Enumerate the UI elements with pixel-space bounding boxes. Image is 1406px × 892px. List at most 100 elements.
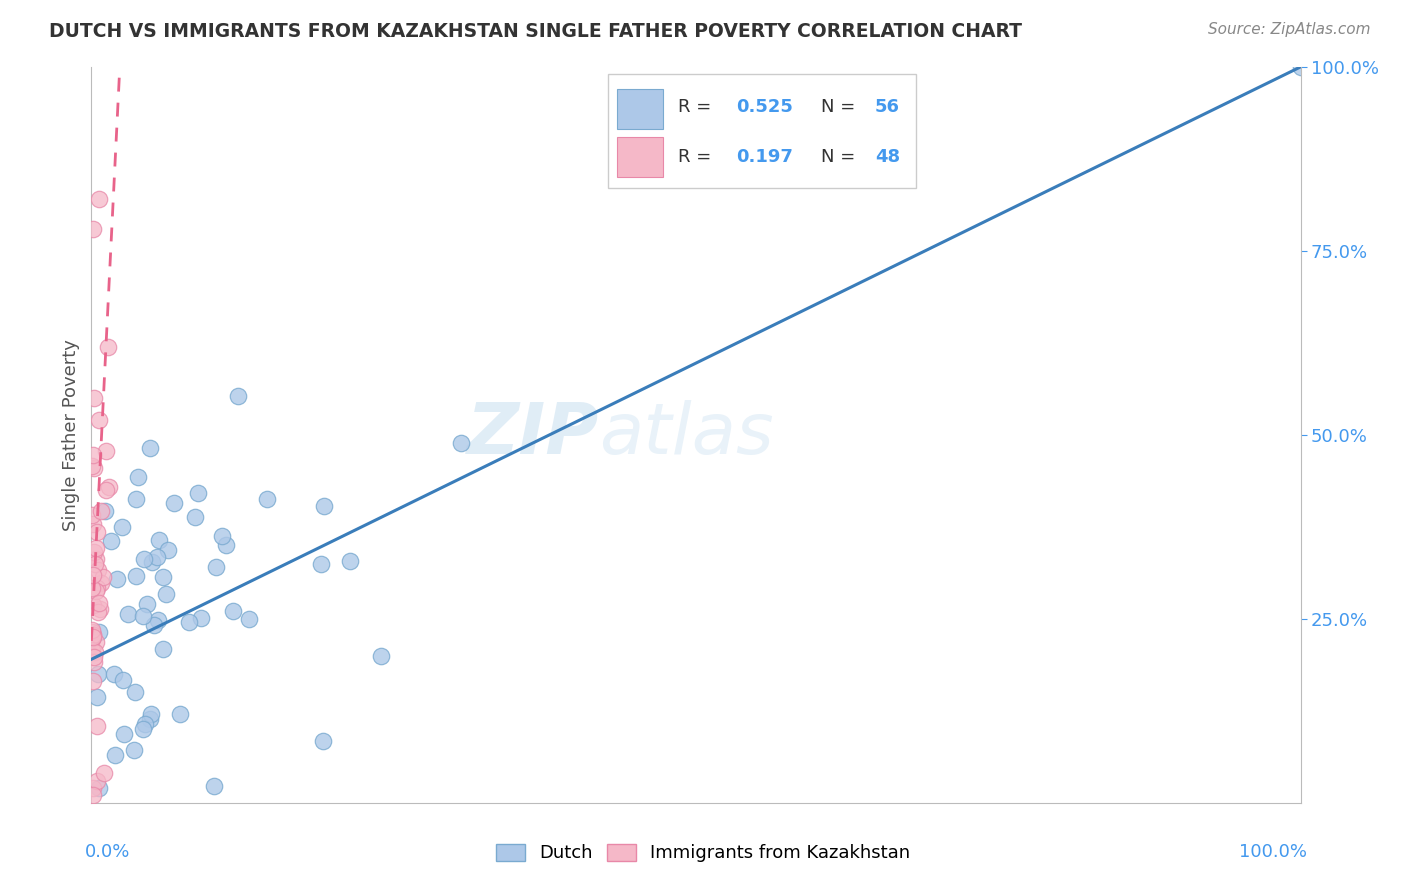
Text: 0.197: 0.197 bbox=[735, 148, 793, 167]
Point bbox=[82, 628, 104, 642]
Point bbox=[112, 726, 135, 740]
Point bbox=[86, 719, 108, 733]
Y-axis label: Single Father Poverty: Single Father Poverty bbox=[62, 339, 80, 531]
FancyBboxPatch shape bbox=[607, 74, 917, 188]
Point bbox=[82, 516, 104, 531]
Point bbox=[87, 624, 110, 639]
Point bbox=[450, 435, 472, 450]
Point bbox=[312, 500, 335, 514]
Point bbox=[86, 563, 108, 577]
Point bbox=[97, 480, 120, 494]
Text: N =: N = bbox=[821, 148, 860, 167]
Point bbox=[187, 486, 209, 500]
Text: Source: ZipAtlas.com: Source: ZipAtlas.com bbox=[1208, 22, 1371, 37]
Point bbox=[103, 667, 125, 681]
Point bbox=[90, 503, 112, 517]
Point bbox=[157, 542, 180, 557]
Text: 0.0%: 0.0% bbox=[86, 843, 131, 862]
Point bbox=[162, 496, 184, 510]
Point bbox=[177, 615, 200, 630]
FancyBboxPatch shape bbox=[617, 89, 664, 129]
Text: N =: N = bbox=[821, 98, 860, 116]
Point bbox=[148, 533, 170, 547]
Point bbox=[82, 631, 104, 645]
Point bbox=[127, 470, 149, 484]
Point bbox=[93, 570, 115, 584]
Point bbox=[80, 582, 103, 596]
Point bbox=[339, 554, 361, 568]
Point bbox=[80, 643, 103, 657]
Point bbox=[309, 557, 332, 571]
Point bbox=[141, 555, 163, 569]
Point bbox=[83, 545, 105, 559]
Point bbox=[87, 193, 110, 207]
Point bbox=[87, 605, 110, 619]
Text: R =: R = bbox=[678, 148, 717, 167]
Point bbox=[105, 572, 128, 586]
Point bbox=[82, 222, 104, 236]
Point bbox=[124, 685, 146, 699]
Point bbox=[143, 617, 166, 632]
Point bbox=[94, 504, 117, 518]
Point bbox=[238, 612, 260, 626]
Point bbox=[100, 533, 122, 548]
Point bbox=[83, 460, 105, 475]
Point bbox=[83, 649, 105, 664]
Point bbox=[87, 413, 110, 427]
Text: 48: 48 bbox=[875, 148, 900, 167]
Point bbox=[86, 690, 108, 704]
Point bbox=[84, 541, 107, 555]
Point bbox=[214, 538, 236, 552]
Point bbox=[104, 747, 127, 762]
Text: ZIP: ZIP bbox=[467, 401, 599, 469]
Point bbox=[145, 549, 167, 564]
Text: R =: R = bbox=[678, 98, 717, 116]
FancyBboxPatch shape bbox=[617, 136, 664, 178]
Point bbox=[256, 492, 278, 507]
Point bbox=[155, 587, 177, 601]
Point bbox=[312, 733, 335, 747]
Point bbox=[87, 666, 110, 681]
Point bbox=[136, 597, 159, 611]
Text: 0.525: 0.525 bbox=[735, 98, 793, 116]
Point bbox=[86, 635, 108, 649]
Point bbox=[169, 706, 191, 721]
Point bbox=[138, 712, 160, 726]
Point bbox=[111, 520, 134, 534]
Point bbox=[152, 642, 174, 657]
Point bbox=[138, 441, 160, 455]
Point bbox=[83, 655, 105, 669]
Point bbox=[80, 624, 103, 639]
Legend: Dutch, Immigrants from Kazakhstan: Dutch, Immigrants from Kazakhstan bbox=[488, 837, 918, 870]
Point bbox=[82, 789, 104, 803]
Point bbox=[80, 459, 103, 474]
Point bbox=[82, 568, 104, 582]
Point bbox=[84, 552, 107, 566]
Point bbox=[94, 483, 117, 497]
Point bbox=[83, 391, 105, 405]
Point bbox=[83, 558, 105, 572]
Point bbox=[134, 552, 156, 566]
Point bbox=[80, 631, 103, 645]
Point bbox=[83, 645, 105, 659]
Point bbox=[80, 508, 103, 523]
Point bbox=[125, 492, 148, 507]
Point bbox=[82, 628, 104, 642]
Point bbox=[122, 743, 145, 757]
Point bbox=[97, 340, 120, 354]
Point bbox=[132, 722, 155, 736]
Point bbox=[134, 717, 156, 731]
Point bbox=[184, 510, 207, 524]
Point bbox=[211, 529, 233, 543]
Point bbox=[96, 443, 118, 458]
Point bbox=[226, 389, 249, 403]
Point bbox=[82, 448, 104, 462]
Text: DUTCH VS IMMIGRANTS FROM KAZAKHSTAN SINGLE FATHER POVERTY CORRELATION CHART: DUTCH VS IMMIGRANTS FROM KAZAKHSTAN SING… bbox=[49, 22, 1022, 41]
Point bbox=[139, 707, 162, 722]
Point bbox=[86, 581, 108, 595]
Point bbox=[202, 779, 225, 793]
Point bbox=[86, 773, 108, 788]
Point bbox=[80, 632, 103, 646]
Point bbox=[125, 569, 148, 583]
Point bbox=[222, 604, 245, 618]
